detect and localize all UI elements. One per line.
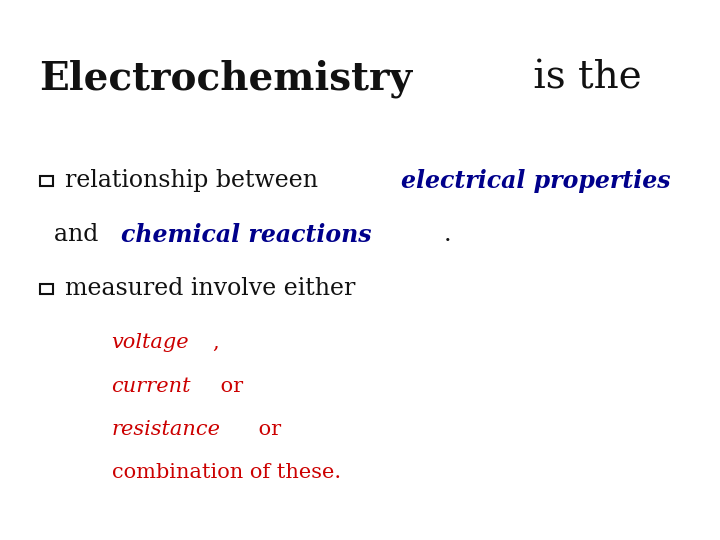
Bar — [40, 284, 53, 294]
Text: .: . — [444, 224, 451, 246]
Text: Electrochemistry: Electrochemistry — [40, 59, 413, 98]
Text: measured involve either: measured involve either — [65, 278, 355, 300]
Text: combination of these.: combination of these. — [112, 463, 341, 482]
Text: and: and — [54, 224, 106, 246]
Text: voltage: voltage — [112, 333, 189, 353]
Text: electrical properties: electrical properties — [401, 169, 670, 193]
Text: or: or — [214, 376, 243, 396]
Text: relationship between: relationship between — [65, 170, 325, 192]
Text: current: current — [112, 376, 191, 396]
Text: or: or — [252, 420, 282, 439]
Text: chemical reactions: chemical reactions — [121, 223, 372, 247]
Bar — [40, 176, 53, 186]
Text: is the: is the — [521, 60, 642, 97]
Text: resistance: resistance — [112, 420, 220, 439]
Text: ,: , — [212, 333, 218, 353]
